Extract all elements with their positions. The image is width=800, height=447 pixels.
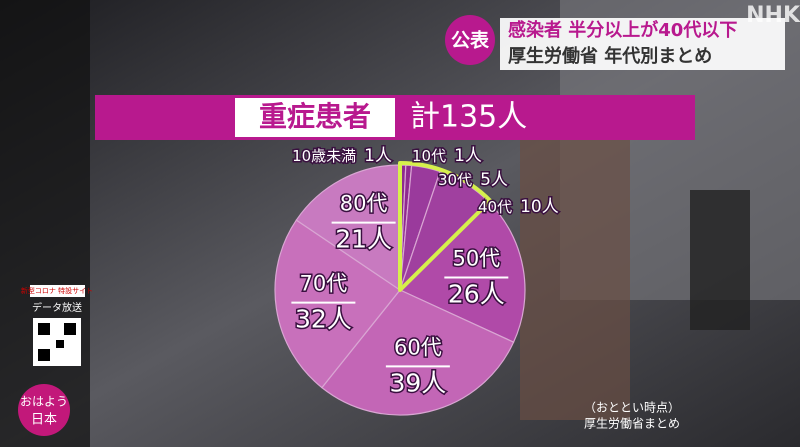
program-name: おはよう	[20, 395, 68, 409]
foreground-person	[0, 0, 90, 447]
category-label: 40代	[478, 198, 512, 216]
value-label: 26人	[448, 280, 505, 309]
category-label: 60代	[394, 335, 442, 359]
slice-label: 10代 1人	[412, 146, 482, 166]
category-label: 10代	[412, 147, 446, 165]
value-label: 21人	[335, 225, 392, 254]
category-label: 80代	[340, 192, 388, 216]
headline: 感染者 半分以上が40代以下	[508, 19, 737, 41]
category-label: 50代	[452, 247, 500, 271]
value-label: 10人	[520, 197, 559, 217]
title-box	[235, 98, 395, 137]
source-date: （おととい時点）	[584, 401, 680, 415]
program-logo	[18, 384, 70, 436]
slice-label: 30代 5人	[438, 170, 508, 190]
slice-label: 40代 10人	[478, 197, 559, 217]
site-text: 新型コロナ 特設サイト	[21, 286, 93, 295]
value-label: 32人	[295, 305, 352, 334]
pie-slice	[295, 164, 401, 292]
badge	[445, 15, 495, 65]
pie-slice	[398, 201, 526, 343]
chart-subtitle: 計135人	[410, 100, 527, 135]
pie-slice	[321, 289, 515, 416]
logo: NHK	[746, 3, 800, 28]
source-note: 厚生労働省まとめ	[584, 417, 680, 431]
value-label: 5人	[480, 170, 508, 190]
value-label: 1人	[454, 146, 482, 166]
category-label: 30代	[438, 171, 472, 189]
category-label: 10歳未満	[292, 147, 356, 165]
qr-corner	[38, 349, 50, 361]
site-tag	[30, 285, 85, 297]
qr-corner	[64, 323, 76, 335]
pie-slice	[274, 219, 401, 389]
qr-dot	[56, 340, 64, 348]
pedestrian	[520, 120, 630, 420]
highlight-outline	[398, 161, 493, 292]
headline-box	[500, 18, 785, 70]
badge-text: 公表	[451, 29, 490, 52]
pedestrian	[690, 190, 750, 330]
slice-label: 10歳未満 1人	[292, 146, 392, 166]
chart-title: 重症患者	[259, 100, 371, 133]
qr-corner	[38, 323, 50, 335]
broadcast-text: データ放送	[32, 301, 82, 314]
category-label: 70代	[300, 272, 348, 296]
value-label: 39人	[389, 368, 446, 397]
subline: 厚生労働省 年代別まとめ	[508, 45, 712, 67]
program-name: 日本	[31, 413, 57, 428]
value-label: 1人	[364, 146, 392, 166]
